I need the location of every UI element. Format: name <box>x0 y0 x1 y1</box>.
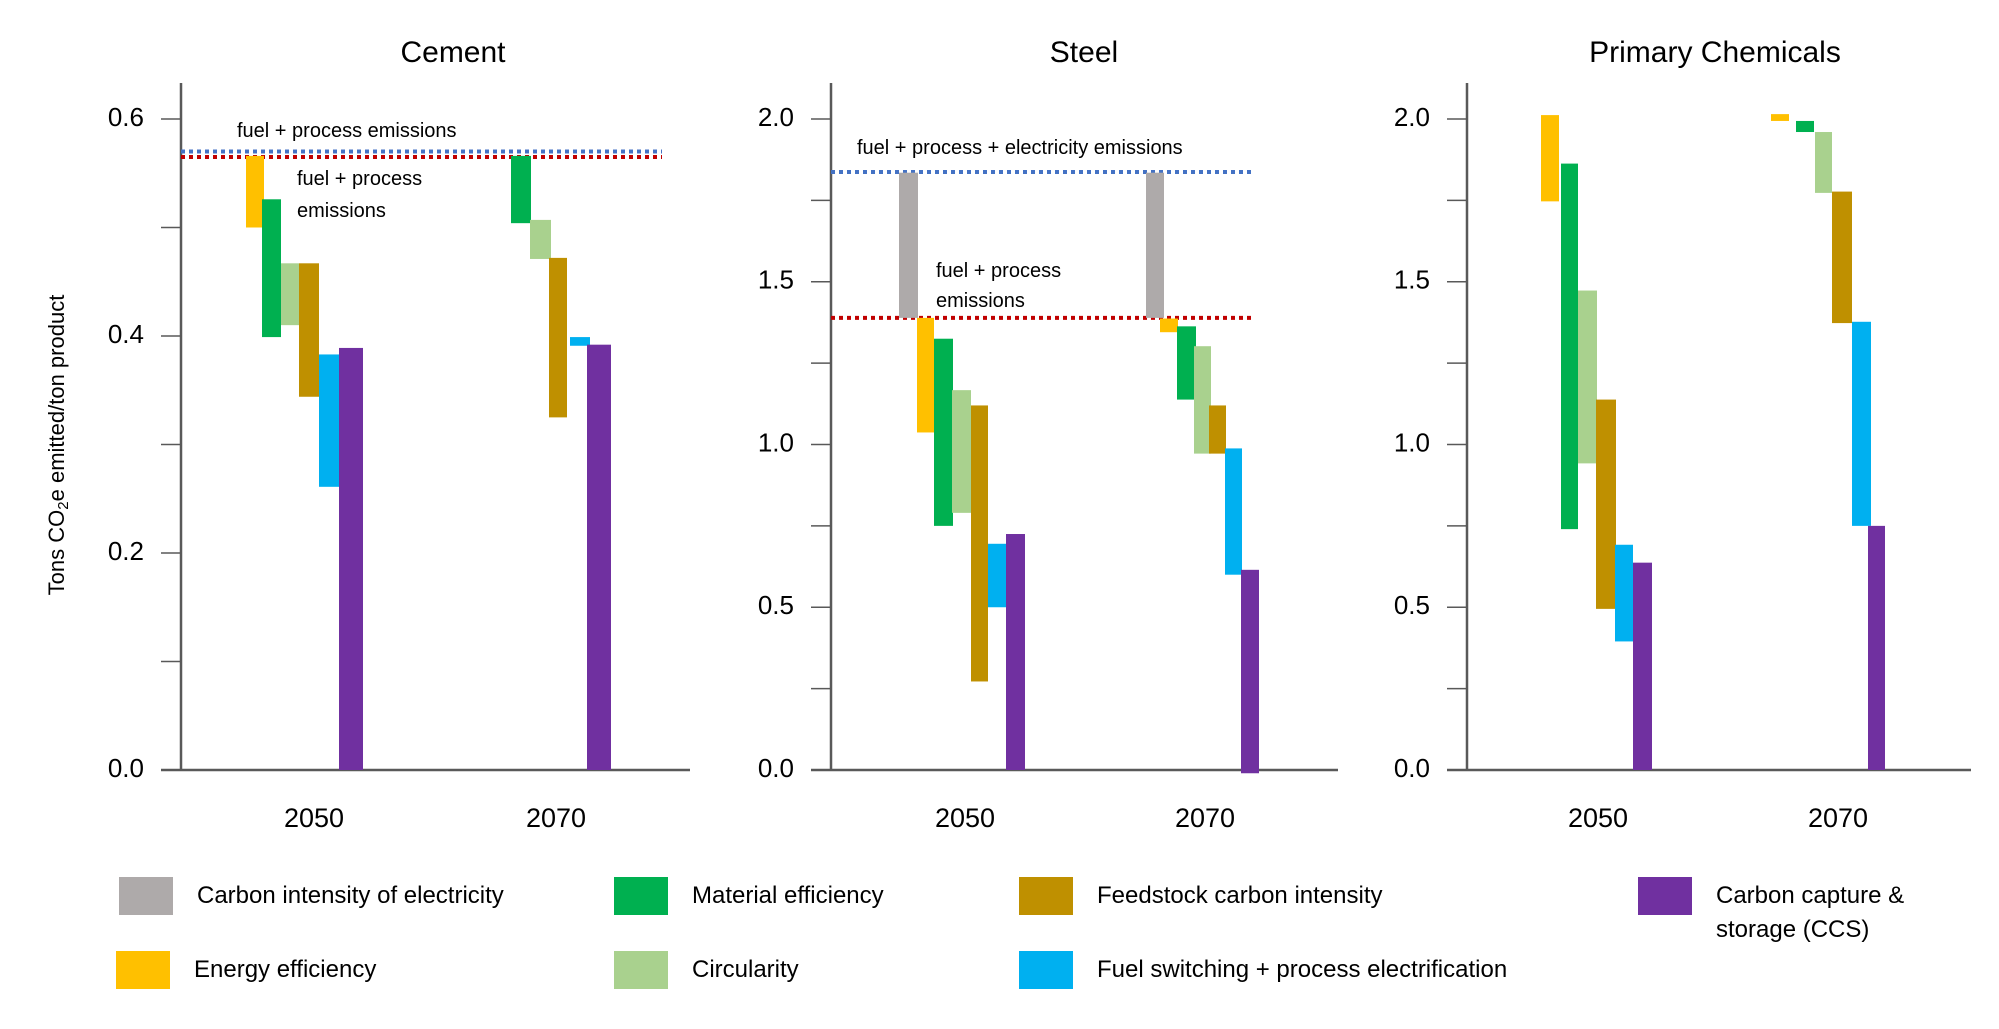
bar-feedstock <box>1832 191 1852 324</box>
y-axis-label: Tons CO2e emitted/ton product <box>44 295 72 596</box>
bar-material-eff <box>934 338 953 526</box>
bar-fuel-switch <box>1852 321 1871 526</box>
reference-line-label: fuel + process emissions <box>936 260 1061 312</box>
bar-circularity <box>281 263 299 326</box>
bar-energy-eff <box>1160 318 1178 333</box>
y-tick-label: 0.5 <box>1394 590 1430 620</box>
bar-group-2050 <box>1541 115 1652 770</box>
bar-circularity <box>1194 346 1211 454</box>
bar-group-2070 <box>1146 172 1259 774</box>
bar-electricity <box>899 172 918 318</box>
y-tick-label: 0.5 <box>758 590 794 620</box>
x-tick-label: 2050 <box>1568 803 1628 833</box>
y-axis-label-subscript: 2 <box>55 501 72 509</box>
bar-energy-eff <box>246 155 264 228</box>
reference-line-label-line: fuel + process + electricity emissions <box>857 137 1183 159</box>
bar-circularity <box>952 390 971 513</box>
bar-ccs <box>339 347 363 770</box>
bar-ccs <box>1868 525 1885 770</box>
panel-cement: Cement 0.0 0.2 0.4 0.6 fuel + process emissio… <box>108 36 690 833</box>
bar-fuel-switch <box>988 543 1006 608</box>
x-tick-label: 2050 <box>284 803 344 833</box>
reference-line-label-line: emissions <box>936 290 1025 312</box>
bar-feedstock <box>1209 405 1226 454</box>
panel-title: Primary Chemicals <box>1589 36 1841 69</box>
bar-feedstock <box>299 263 319 397</box>
bar-material-eff <box>1796 120 1814 133</box>
bar-energy-eff <box>1541 115 1559 202</box>
reference-line-label-line: fuel + process emissions <box>237 120 457 142</box>
bar-fuel-switch <box>570 337 590 346</box>
panel-title: Cement <box>400 36 506 69</box>
x-tick-label: 2070 <box>1808 803 1868 833</box>
bar-fuel-switch <box>1615 544 1633 642</box>
y-tick-label: 0.0 <box>1394 753 1430 783</box>
bar-group-2070 <box>511 155 611 770</box>
bar-electricity <box>1146 172 1164 318</box>
y-tick-label: 1.0 <box>758 427 794 457</box>
y-tick-label: 1.5 <box>1394 265 1430 295</box>
y-tick-label: 0.0 <box>758 753 794 783</box>
y-tick-label: 0.0 <box>108 753 144 783</box>
y-tick-label: 0.4 <box>108 319 144 349</box>
bar-circularity <box>1815 132 1832 193</box>
x-tick-label: 2070 <box>526 803 586 833</box>
bar-circularity <box>1578 290 1597 464</box>
y-tick-label: 2.0 <box>1394 102 1430 132</box>
reference-line-label-line: fuel + process <box>297 168 422 190</box>
bar-material-eff <box>262 199 281 338</box>
bar-ccs <box>587 344 611 770</box>
bar-feedstock <box>549 257 567 418</box>
bar-material-eff <box>1561 163 1578 530</box>
bar-energy-eff <box>917 317 934 433</box>
bar-energy-eff <box>1771 114 1789 121</box>
bar-circularity <box>530 219 551 259</box>
y-tick-label: 0.6 <box>108 102 144 132</box>
x-tick-label: 2050 <box>935 803 995 833</box>
panel-title: Steel <box>1050 36 1118 69</box>
bar-fuel-switch <box>1225 448 1242 575</box>
y-tick-label: 1.5 <box>758 265 794 295</box>
bar-feedstock <box>971 405 988 682</box>
reference-line-label: fuel + process emissions <box>237 120 457 142</box>
bar-ccs <box>1241 569 1259 774</box>
y-tick-label: 2.0 <box>758 102 794 132</box>
bar-ccs <box>1633 562 1652 770</box>
y-tick-label: 1.0 <box>1394 427 1430 457</box>
panel-primary-chemicals: Primary Chemicals 0.0 0.5 1.0 1.5 2.0 2050 2070 <box>1394 36 1971 833</box>
reference-line-label-line: emissions <box>297 200 386 222</box>
reference-line-label-line: fuel + process <box>936 260 1061 282</box>
y-tick-label: 0.2 <box>108 536 144 566</box>
reference-line-label: fuel + process + electricity emissions <box>857 137 1183 159</box>
x-tick-label: 2070 <box>1175 803 1235 833</box>
bar-ccs <box>1006 534 1025 770</box>
bar-group-2050 <box>899 172 1025 770</box>
reference-line-label: fuel + process emissions <box>297 168 422 222</box>
bar-feedstock <box>1596 399 1616 609</box>
bar-fuel-switch <box>319 354 340 487</box>
panels: Cement 0.0 0.2 0.4 0.6 fuel + process emissio… <box>108 36 1971 833</box>
bar-group-2070 <box>1771 114 1885 770</box>
bar-material-eff <box>1177 326 1196 400</box>
bar-material-eff <box>511 155 531 224</box>
bar-group-2050 <box>246 155 363 770</box>
panel-steel: Steel 0.0 0.5 1.0 1.5 2.0 fuel + process + ele… <box>758 36 1338 833</box>
y-axis-label-pre: Tons CO <box>44 510 69 596</box>
y-axis-label-post: e emitted/ton product <box>44 295 69 502</box>
